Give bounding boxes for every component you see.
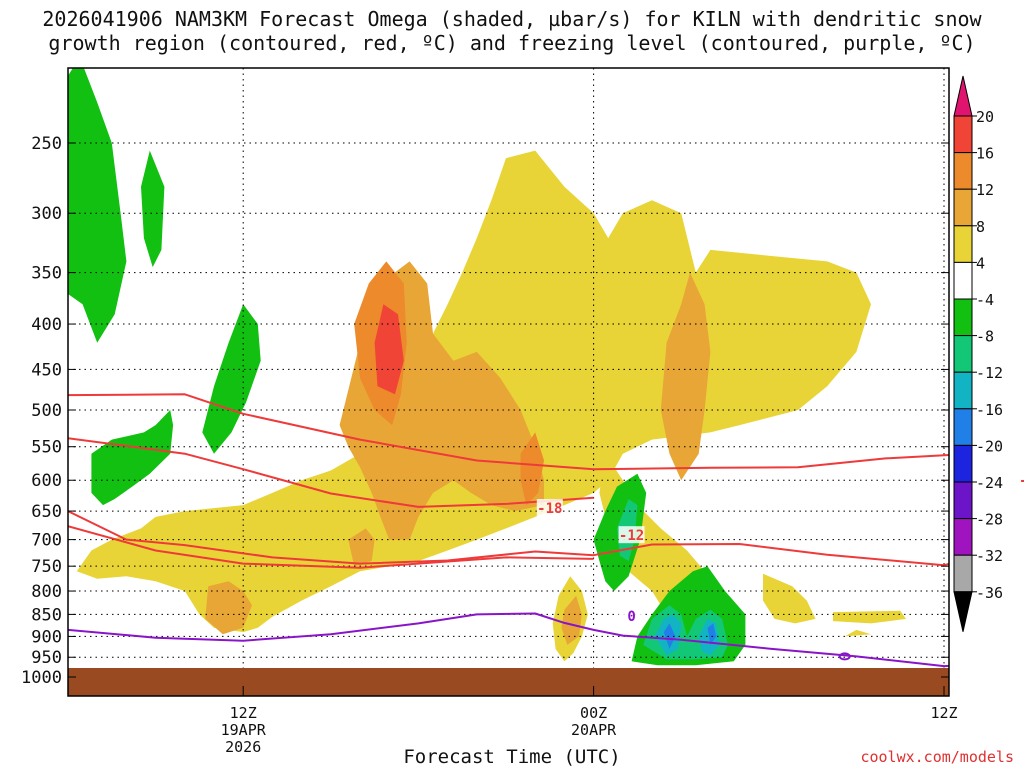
credit-link[interactable]: coolwx.com/models [860,748,1014,766]
ylabel-800: 800 [31,582,62,602]
omega-shading [68,68,1024,666]
omega-region-12 [348,528,375,567]
ylabel-350: 350 [31,264,62,284]
colorbar-label-8: -16 [976,401,1003,419]
ylabel-900: 900 [31,627,62,647]
contour-label-0: -18 [537,501,562,517]
xlabel-1-0: 00Z [580,704,607,722]
omega-region-18 [374,304,404,395]
ylabel-750: 750 [31,557,62,577]
contour-lines [68,393,949,668]
ylabel-550: 550 [31,438,62,458]
contour-3 [68,525,594,569]
colorbar-bin-3 [953,188,973,227]
omega-region-11 [205,581,252,635]
contour-label-2: -18 [1019,473,1024,489]
ylabel-400: 400 [31,315,62,335]
colorbar-label-2: 12 [976,181,994,199]
contour-4 [68,612,949,668]
pressure-axis: 2503003504004505005506006507007508008509… [21,134,949,688]
omega-region-19 [68,68,127,343]
plot-frame [67,67,950,697]
ylabel-250: 250 [31,134,62,154]
colorbar-label-3: 8 [976,218,985,236]
ground-surface [68,668,949,696]
colorbar-label-7: -12 [976,364,1003,382]
omega-region-15 [561,595,582,645]
colorbar-bin-13 [953,554,973,593]
colorbar-label-11: -28 [976,511,1003,529]
omega-region-22 [91,410,174,506]
colorbar-bin-6 [953,298,973,337]
colorbar-bin-9 [953,408,973,446]
ylabel-500: 500 [31,401,62,421]
chart-title-line-2: growth region (contoured, red, ºC) and f… [48,31,976,55]
chart-title-line-1: 2026041906 NAM3KM Forecast Omega (shaded… [42,7,982,31]
contour-label-1: -12 [619,528,644,544]
ylabel-700: 700 [31,531,62,551]
omega-region-14 [660,272,711,481]
colorbar-label-13: -36 [976,584,1003,602]
time-axis: 12Z19APR202600Z20APR12Z00Z21APR12Z [221,686,958,756]
colorbar-label-9: -20 [976,437,1003,455]
colorbar-label-6: -8 [976,328,994,346]
colorbar-label-1: 16 [976,145,994,163]
freezing-closed-contour [838,652,851,661]
xlabel-1-1: 20APR [571,721,617,739]
contour-value-labels: -18-12-18-12-18-120 [536,471,1024,625]
omega-region-21 [202,304,261,454]
ylabel-600: 600 [31,471,62,491]
omega-region-4 [833,610,906,624]
xlabel-0-2: 2026 [225,738,261,756]
ylabel-450: 450 [31,360,62,380]
contour-2 [68,510,949,567]
colorbar-label-5: -4 [976,291,994,309]
x-axis-title: Forecast Time (UTC) [403,746,621,768]
contour-label-bg-2 [1018,471,1024,489]
omega-region-20 [141,150,165,268]
colorbar-bin-2 [953,152,973,190]
xlabel-2-0: 12Z [930,704,957,722]
colorbar-label-10: -24 [976,474,1003,492]
xlabel-0-0: 12Z [230,704,257,722]
colorbar-bin-1 [953,115,973,154]
colorbar-bin-8 [953,371,973,410]
colorbar-label-4: 4 [976,254,985,272]
ylabel-650: 650 [31,502,62,522]
ylabel-850: 850 [31,605,62,625]
colorbar-bin-10 [953,444,973,483]
colorbar-bin-5 [953,261,973,300]
omega-region-6 [1017,612,1024,651]
colorbar-label-0: 20 [976,108,994,126]
omega-region-30 [707,623,717,645]
colorbar-label-12: -32 [976,547,1003,565]
xlabel-0-1: 19APR [221,721,267,739]
omega-region-29 [663,623,676,649]
contour-label-bg-0 [536,499,563,517]
contour-label-6: 0 [627,609,635,625]
contour-label-bg-6 [618,606,645,624]
contour-1 [68,437,594,508]
ylabel-950: 950 [31,648,62,668]
colorbar: 20 16 12 8 4 -4 -8 -12 -16 -20 -24 -28 -32 -36 [953,75,1003,632]
colorbar-bottom-arrow [953,591,973,632]
colorbar-bin-7 [953,335,973,373]
colorbar-bin-4 [953,225,973,263]
contour-0 [68,393,949,471]
colorbar-bin-12 [953,518,973,556]
ylabel-300: 300 [31,204,62,224]
ylabel-1000: 1000 [21,668,62,688]
omega-region-5 [844,629,871,637]
omega-region-17 [520,432,544,506]
contour-label-bg-1 [618,526,645,544]
colorbar-bin-11 [953,481,973,520]
colorbar-top-arrow [953,75,973,117]
omega-region-3 [763,573,816,624]
